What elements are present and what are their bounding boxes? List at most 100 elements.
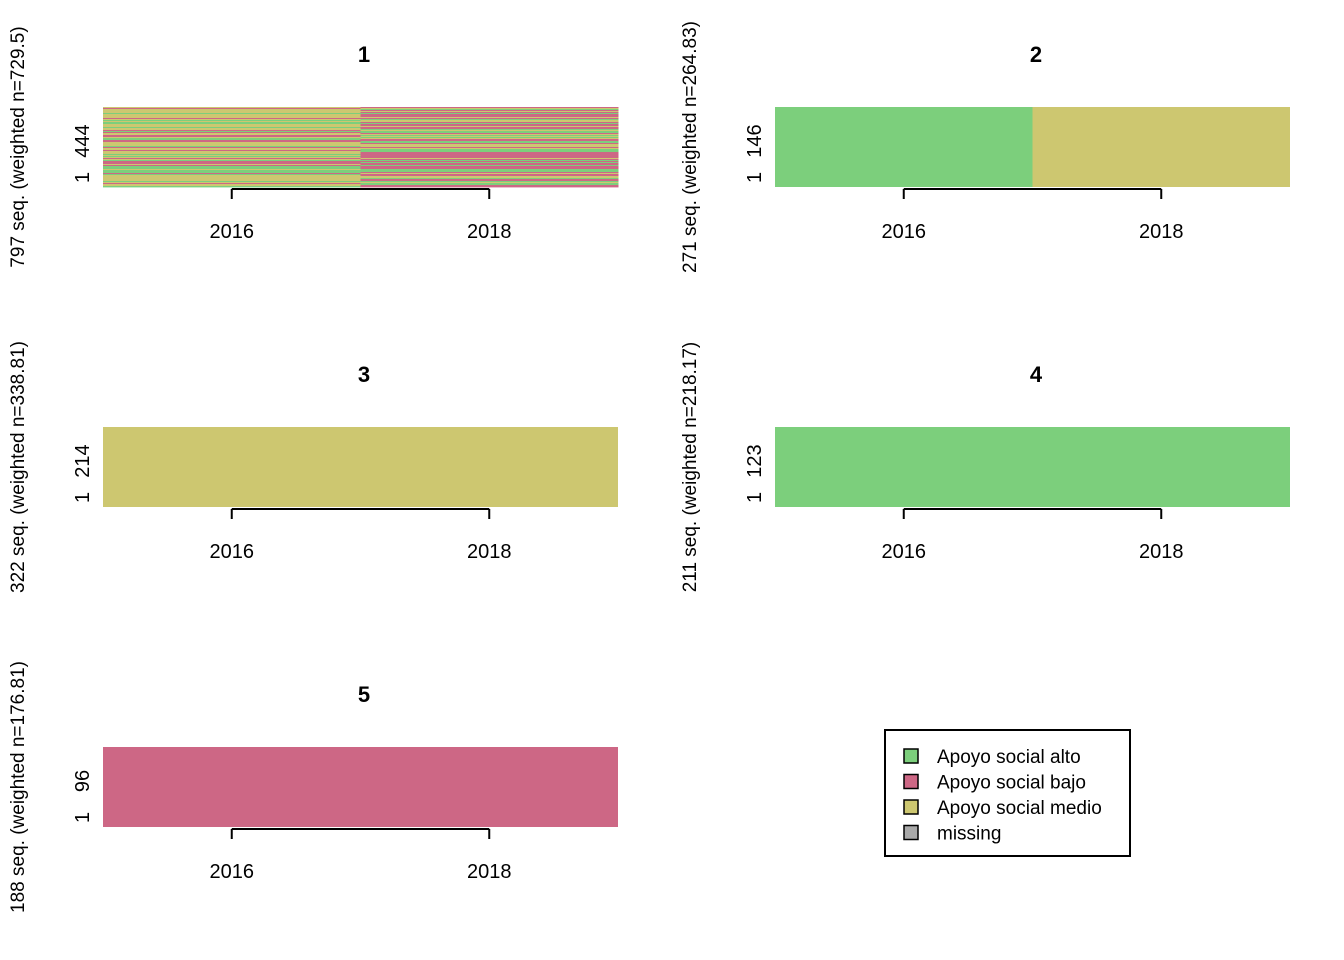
y-axis-label: 271 seq. (weighted n=264.83) — [680, 21, 701, 273]
sequence-cell — [360, 156, 619, 158]
sequence-cell — [103, 108, 361, 110]
sequence-cell — [103, 176, 361, 178]
sequence-cell — [103, 128, 361, 130]
x-tick-label: 2018 — [1139, 541, 1184, 563]
x-tick-label: 2016 — [882, 541, 927, 563]
sequence-cell — [360, 427, 618, 507]
sequence-cell — [360, 180, 619, 182]
sequence-cell — [103, 154, 361, 156]
y-tick-label: 1 — [744, 492, 766, 503]
sequence-cell — [360, 117, 619, 119]
legend-box — [884, 729, 1131, 857]
x-tick-label: 2018 — [1139, 221, 1184, 243]
sequence-cell — [360, 110, 619, 112]
x-tick-label: 2016 — [882, 221, 927, 243]
sequence-cell — [103, 135, 361, 137]
sequence-cell — [360, 124, 619, 126]
sequence-cell — [775, 427, 1033, 507]
y-tick-label: 96 — [72, 770, 94, 792]
sequence-cell — [360, 149, 619, 151]
sequence-cell — [103, 130, 361, 132]
sequence-cell — [103, 180, 361, 182]
y-axis-label: 322 seq. (weighted n=338.81) — [8, 341, 29, 593]
sequence-cell — [103, 162, 361, 164]
sequence-cell — [360, 169, 619, 171]
sequence-cell — [360, 161, 619, 163]
sequence-cell — [103, 182, 361, 184]
y-tick-label: 1 — [72, 812, 94, 823]
sequence-cell — [360, 160, 619, 162]
sequence-cell — [103, 142, 361, 144]
sequence-cell — [103, 132, 361, 134]
panel-title: 3 — [358, 362, 370, 387]
panel-5: 5 188 seq. (weighted n=176.81) 2016 2018 1 96 — [8, 661, 618, 913]
legend-label: Apoyo social medio — [937, 798, 1102, 819]
y-tick-label: 1 — [72, 492, 94, 503]
sequence-cell — [103, 184, 361, 186]
sequence-cell — [360, 136, 619, 138]
sequence-cell — [360, 177, 619, 179]
sequence-cell — [360, 179, 619, 181]
x-tick-label: 2016 — [210, 541, 255, 563]
sequence-cell — [360, 123, 619, 125]
sequence-cell — [360, 147, 619, 149]
sequence-cell — [103, 109, 361, 111]
sequence-cell — [360, 171, 619, 173]
sequence-cell — [103, 141, 361, 143]
panel-title: 4 — [1030, 362, 1043, 387]
legend-swatch — [903, 799, 919, 815]
sequence-cell — [103, 107, 361, 109]
sequence-cell — [103, 125, 361, 127]
sequence-cell — [103, 131, 361, 133]
sequence-cell — [103, 110, 361, 112]
sequence-cell — [360, 112, 619, 114]
sequence-cell — [360, 158, 619, 160]
sequence-cell — [360, 125, 619, 127]
sequence-cell — [103, 161, 361, 163]
panel-2: 2 271 seq. (weighted n=264.83) 2016 2018 1 14… — [680, 21, 1290, 273]
sequence-cell — [360, 145, 619, 147]
sequence-cell — [360, 162, 619, 164]
sequence-cell — [103, 170, 361, 172]
panel-title: 2 — [1030, 42, 1042, 67]
sequence-cell — [103, 116, 361, 118]
sequence-cell — [360, 115, 619, 117]
sequence-cell — [103, 144, 361, 146]
sequence-cell — [360, 747, 618, 827]
sequence-cell — [1032, 427, 1290, 507]
sequence-cell — [103, 113, 361, 115]
sequence-cell — [360, 185, 619, 187]
sequence-cell — [103, 178, 361, 180]
sequence-cell — [103, 140, 361, 142]
legend-swatch — [903, 773, 919, 790]
y-tick-label: 123 — [744, 444, 766, 477]
x-tick-label: 2018 — [467, 221, 512, 243]
legend: Apoyo social alto Apoyo social bajo Apoyo … — [884, 729, 1131, 857]
panel-3: 3 322 seq. (weighted n=338.81) 2016 2018 1 21… — [8, 341, 618, 593]
sequence-cell — [103, 155, 361, 157]
sequence-cell — [103, 175, 361, 177]
sequence-cell — [360, 184, 619, 186]
sequence-cell — [360, 120, 619, 122]
y-tick-label: 214 — [72, 444, 94, 477]
sequence-cell — [103, 747, 361, 827]
sequence-cell — [103, 124, 361, 126]
legend-swatch — [903, 748, 919, 764]
sequence-cell — [103, 168, 361, 170]
sequence-cell — [103, 133, 361, 135]
sequence-cell — [360, 183, 619, 185]
sequence-cell — [360, 132, 619, 134]
sequence-cell — [360, 148, 619, 150]
sequence-cell — [360, 157, 619, 159]
sequence-cell — [103, 114, 361, 116]
y-tick-label: 1 — [744, 172, 766, 183]
sequence-cell — [103, 126, 361, 128]
sequence-cell — [103, 164, 361, 166]
sequence-cell — [103, 166, 361, 168]
legend-label: Apoyo social bajo — [937, 773, 1086, 794]
sequence-cell — [103, 115, 361, 117]
y-tick-label: 146 — [744, 124, 766, 157]
sequence-cell — [103, 427, 361, 507]
y-axis-label: 188 seq. (weighted n=176.81) — [8, 661, 29, 913]
